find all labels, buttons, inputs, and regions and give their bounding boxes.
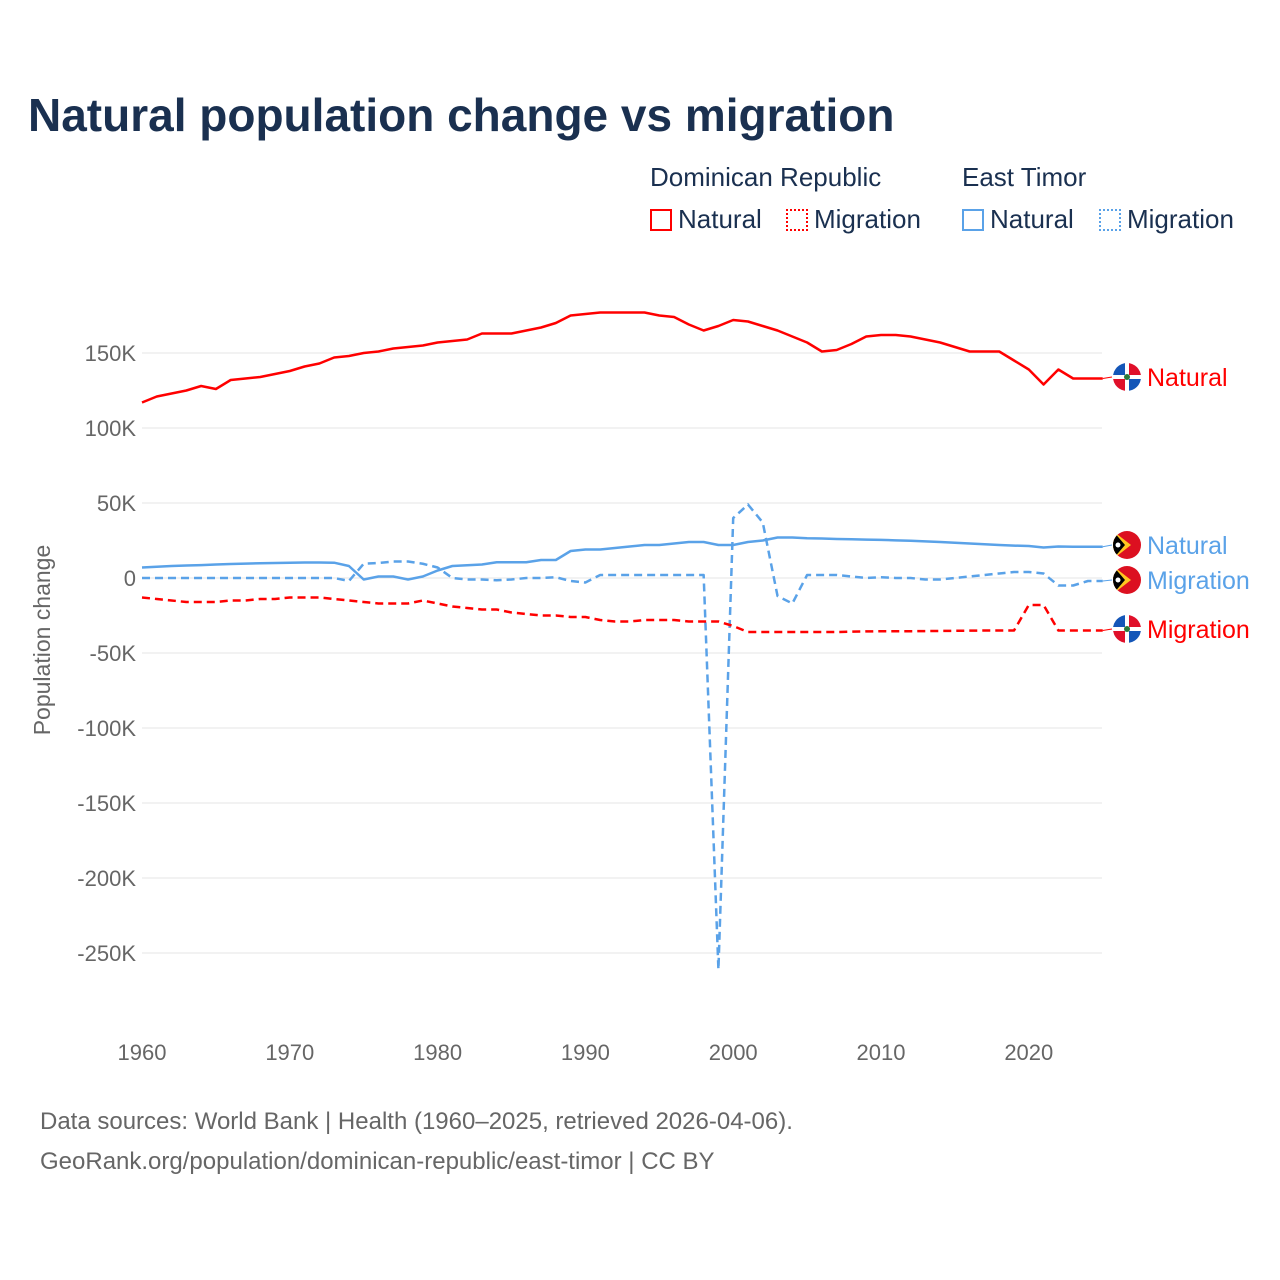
- legend-et-migration[interactable]: Migration: [1099, 204, 1234, 235]
- y-tick-label: 150K: [85, 341, 137, 366]
- legend-label: Natural: [990, 204, 1074, 234]
- footer-sources: Data sources: World Bank | Health (1960–…: [40, 1108, 793, 1135]
- footer-link[interactable]: GeoRank.org/population/dominican-republi…: [40, 1148, 715, 1175]
- flag-quarter: [1113, 615, 1125, 627]
- flag-emblem: [1124, 626, 1130, 632]
- legend-label: Migration: [1127, 204, 1234, 234]
- y-tick-label: -150K: [77, 791, 136, 816]
- series-connector: [1102, 628, 1113, 631]
- series-line-east-timor-migration: [142, 503, 1103, 971]
- solid-swatch-icon: [650, 208, 672, 231]
- flag-quarter: [1129, 363, 1141, 375]
- east-timor-flag-icon: [1113, 566, 1141, 594]
- flag-quarter: [1113, 631, 1125, 643]
- flag-star: [1115, 542, 1121, 548]
- series-line-dominican-republic-migration: [141, 596, 1103, 634]
- dominican-republic-flag-icon: [1113, 363, 1141, 391]
- x-tick-label: 1970: [265, 1040, 314, 1065]
- series-end-label: Natural: [1147, 532, 1228, 560]
- y-tick-label: -200K: [77, 866, 136, 891]
- series-connector: [1102, 376, 1113, 379]
- chart-title: Natural population change vs migration: [28, 89, 895, 141]
- dominican-republic-flag-icon: [1113, 615, 1141, 643]
- x-tick-label: 2000: [709, 1040, 758, 1065]
- legend-dr-natural[interactable]: Natural: [650, 204, 762, 235]
- flag-quarter: [1129, 631, 1141, 643]
- legend-label: Migration: [814, 204, 921, 234]
- series-end-label: Migration: [1147, 567, 1250, 595]
- x-tick-label: 1980: [413, 1040, 462, 1065]
- x-tick-label: 1960: [118, 1040, 167, 1065]
- legend-et-natural[interactable]: Natural: [962, 204, 1074, 235]
- series-end-label: Migration: [1147, 616, 1250, 644]
- flag-quarter: [1129, 379, 1141, 391]
- dotted-swatch-icon: [786, 208, 808, 231]
- x-tick-label: 1990: [561, 1040, 610, 1065]
- y-tick-label: 50K: [97, 491, 136, 516]
- flag-emblem: [1124, 374, 1130, 380]
- dotted-swatch-icon: [1099, 208, 1121, 231]
- flag-quarter: [1129, 615, 1141, 627]
- flag-star: [1115, 577, 1121, 583]
- flag-quarter: [1113, 379, 1125, 391]
- x-tick-label: 2020: [1004, 1040, 1053, 1065]
- y-tick-label: 0: [124, 566, 136, 591]
- series-line-east-timor-natural: [141, 536, 1103, 581]
- legend-dr-migration[interactable]: Migration: [786, 204, 921, 235]
- y-tick-label: -250K: [77, 941, 136, 966]
- y-tick-label: -100K: [77, 716, 136, 741]
- series-connector: [1102, 544, 1113, 548]
- series-line-dominican-republic-natural: [141, 311, 1103, 404]
- legend-label: Natural: [678, 204, 762, 234]
- y-tick-label: 100K: [85, 416, 137, 441]
- solid-swatch-icon: [962, 208, 984, 231]
- y-axis-label: Population change: [29, 545, 55, 736]
- y-tick-label: -50K: [90, 641, 137, 666]
- series-connector: [1102, 579, 1113, 582]
- flag-quarter: [1113, 363, 1125, 375]
- east-timor-flag-icon: [1113, 531, 1141, 559]
- x-tick-label: 2010: [857, 1040, 906, 1065]
- legend-group-dominican-republic: Dominican Republic: [650, 162, 882, 192]
- series-end-label: Natural: [1147, 364, 1228, 392]
- legend-group-east-timor: East Timor: [962, 162, 1087, 192]
